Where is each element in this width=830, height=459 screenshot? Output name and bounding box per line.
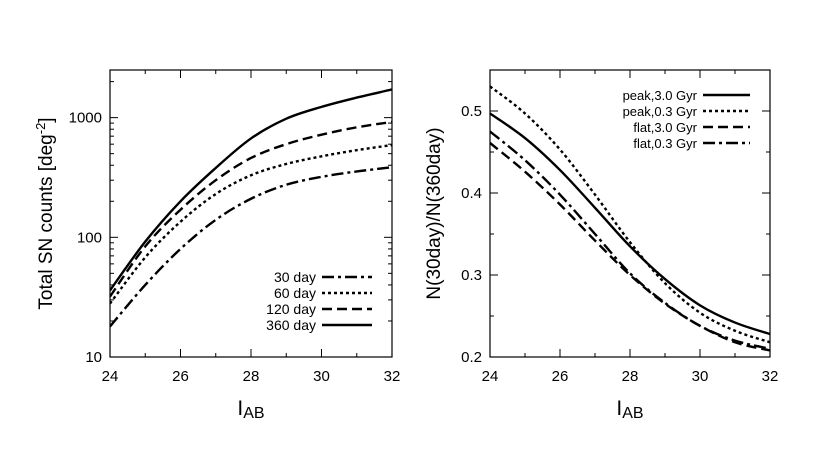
x-tick-label: 32 [762,368,779,385]
x-tick-label: 24 [482,368,499,385]
x-tick-label: 28 [622,368,639,385]
legend-label: 360 day [266,317,316,333]
y-axis-label: Total SN counts [deg-2] [33,117,57,309]
x-tick-label: 26 [552,368,569,385]
plot-frame [109,69,393,358]
legend-label: peak,3.0 Gyr [623,88,698,103]
chart-panel-1: 24 26 28 30 32 10 100 1000 IAB Total SN counts [d… [33,69,401,422]
chart-panel-2: 24 26 28 30 32 0.2 0.3 0.4 0.5 IAB N(30day)/N(360d… [424,69,779,422]
x-tick-label: 28 [243,368,260,385]
x-tick-label: 26 [172,368,189,385]
x-tick-label: 32 [384,368,401,385]
series-line-flat-3-0-gyr [490,142,770,352]
x-tick-label: 30 [313,368,330,385]
y-tick-label: 0.2 [461,349,482,366]
legend-label: 120 day [266,301,316,317]
legend-label: peak,0.3 Gyr [623,104,698,119]
series-line-360-day [110,88,392,292]
legend-label: 30 day [274,269,316,285]
x-tick-label: 30 [692,368,709,385]
y-tick-label: 0.4 [461,185,482,202]
x-axis-label: IAB [616,397,643,422]
legend-label: flat,0.3 Gyr [633,136,697,151]
series-line-flat-0-3-gyr [490,130,770,350]
series-line-peak-0-3-gyr [490,85,770,344]
legend-label: flat,3.0 Gyr [633,120,697,135]
y-tick-label: 0.3 [461,267,482,284]
x-tick-label: 24 [102,368,119,385]
series-line-60-day [110,143,392,305]
series-line-peak-3-0-gyr [490,112,770,336]
y-tick-label: 100 [77,229,102,246]
y-tick-label: 10 [85,349,102,366]
y-tick-label: 1000 [69,110,102,127]
y-axis-label: N(30day)/N(360day) [424,127,445,299]
legend-label: 60 day [274,285,316,301]
series-line-120-day [110,120,392,298]
series-line-30-day [110,166,392,328]
x-axis-label: IAB [237,397,264,422]
y-tick-label: 0.5 [461,103,482,120]
